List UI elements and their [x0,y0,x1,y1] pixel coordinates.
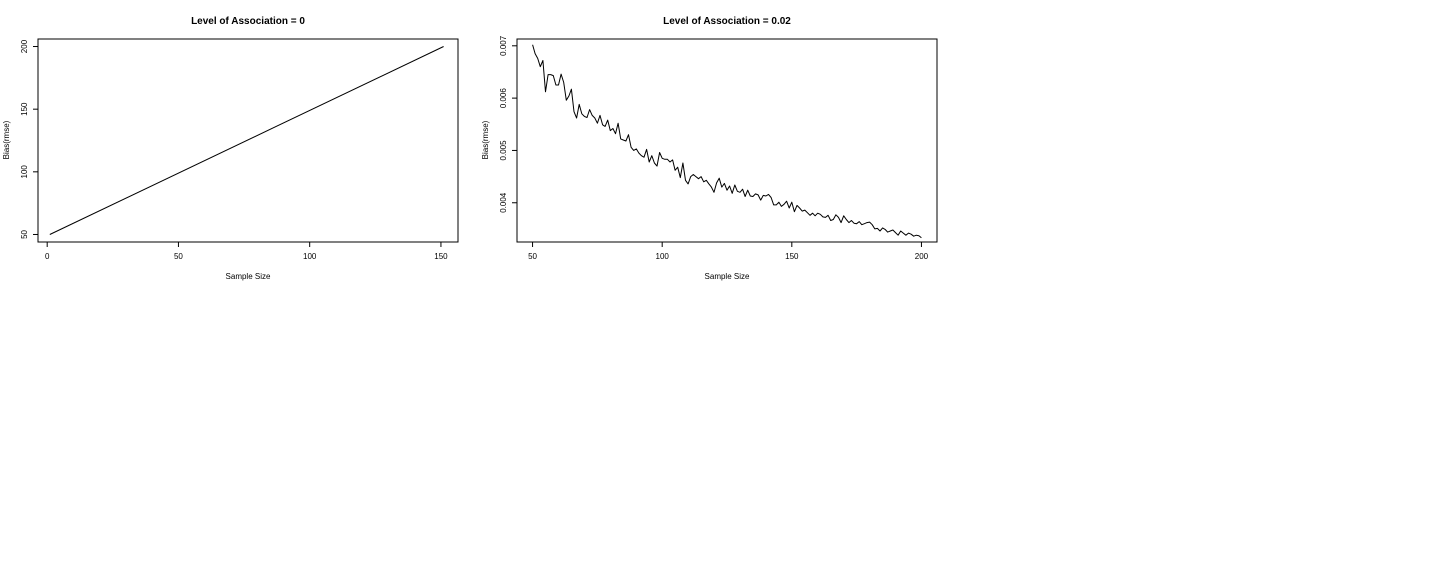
chart-1-x-tick-label: 0 [45,252,50,261]
chart-2-series [532,44,922,239]
chart-1-x-axis: 0 50 100 150 [45,242,448,261]
chart-2-y-tick-label: 0.004 [499,192,508,213]
chart-2-x-axis: 50 100 150 200 [528,242,929,261]
chart-2-x-tick-label: 150 [785,252,799,261]
chart-2-plot-frame [516,38,938,243]
chart-1-x-tick-label: 50 [174,252,183,261]
chart-1-series [49,46,444,235]
chart-2-x-axis-label: Sample Size [705,272,750,281]
chart-2-x-tick-label: 50 [528,252,537,261]
chart-1-y-tick-label: 100 [20,165,29,179]
chart-2-series-line [532,44,922,239]
chart-1-y-tick-label: 50 [20,229,29,238]
chart-1-y-tick-label: 150 [20,102,29,116]
chart-2-x-tick-label: 100 [656,252,670,261]
chart-1-y-axis-label: Bias(rmse) [2,120,11,159]
chart-1-title: Level of Association = 0 [191,16,305,27]
chart-2-y-axis: 0.004 0.005 0.006 0.007 [499,35,517,213]
chart-1-y-tick-label: 200 [20,39,29,53]
chart-2-x-tick-label: 200 [915,252,929,261]
chart-panel-1: Level of Association = 0 0 50 100 150 50 100… [2,16,459,281]
chart-2-y-tick-label: 0.006 [499,88,508,109]
chart-2-y-tick-label: 0.007 [499,35,508,56]
chart-1-x-tick-label: 100 [303,252,317,261]
chart-1-y-axis: 50 100 150 200 [20,39,38,239]
chart-1-plot-frame [37,38,459,243]
chart-1-x-axis-label: Sample Size [226,272,271,281]
chart-2-y-tick-label: 0.005 [499,140,508,161]
chart-1-x-tick-label: 150 [434,252,448,261]
chart-1-series-line [49,46,444,235]
chart-2-title: Level of Association = 0.02 [663,16,791,27]
chart-panel-2: Level of Association = 0.02 50 100 150 200 … [481,16,938,281]
chart-2-y-axis-label: Bias(rmse) [481,120,490,159]
